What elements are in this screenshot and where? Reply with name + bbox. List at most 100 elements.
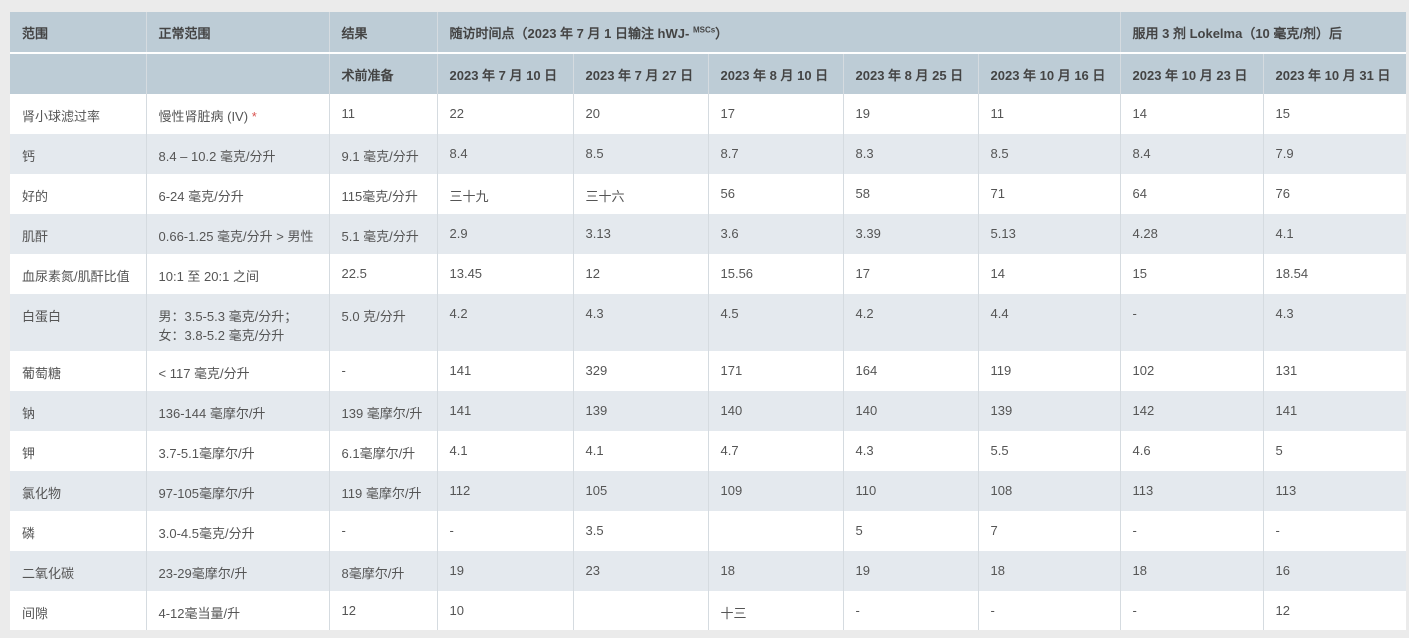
normal-range: 23-29毫摩尔/升 bbox=[146, 551, 330, 591]
value-cell: 141 bbox=[437, 351, 574, 391]
value-cell: 5 bbox=[1275, 443, 1283, 458]
value-cell: 4.5 bbox=[708, 294, 844, 351]
value-cell: 11 bbox=[978, 94, 1121, 134]
value-cell: 110 bbox=[843, 471, 979, 511]
value-cell: 3.6 bbox=[708, 214, 844, 254]
normal-range-text: 10:1 至 20:1 之间 bbox=[158, 269, 259, 284]
table-row: 肾小球滤过率 慢性肾脏病 (IV) * 11 22 20 17 19 11 14 15 bbox=[10, 94, 1406, 134]
value-cell: 10 bbox=[437, 591, 574, 630]
value-cell: 8毫摩尔/升 bbox=[329, 551, 438, 591]
value-cell: 4.7 bbox=[708, 431, 844, 471]
value-cell: 8.5 bbox=[978, 134, 1121, 174]
value-cell: 2.9 bbox=[437, 214, 574, 254]
value-cell: 4.3 bbox=[843, 431, 979, 471]
value-cell: 5.13 bbox=[978, 214, 1121, 254]
normal-range: 4-12毫当量/升 bbox=[146, 591, 330, 630]
table-row: 白蛋白 男：3.5-5.3 毫克/分升； 女：3.8-5.2 毫克/分升 5.0 克/… bbox=[10, 294, 1406, 351]
value-cell: 139 毫摩尔/升 bbox=[329, 391, 438, 431]
parameter-name: 肌酐 bbox=[10, 214, 147, 254]
value-cell: - bbox=[1120, 511, 1264, 551]
value-cell: 18 bbox=[708, 551, 844, 591]
value-cell: 8.3 bbox=[843, 134, 979, 174]
header-date: 2023 年 10 月 31 日 bbox=[1263, 53, 1406, 94]
followup-sup: MSCs bbox=[692, 25, 716, 35]
value-cell: 17 bbox=[708, 94, 844, 134]
value-cell: 十三 bbox=[708, 591, 844, 630]
value-cell: 5.1 毫克/分升 bbox=[329, 214, 438, 254]
value-cell: 22.5 bbox=[329, 254, 438, 294]
value-cell: 76 bbox=[1275, 186, 1290, 201]
header-date: 2023 年 7 月 10 日 bbox=[437, 53, 574, 94]
value-cell: 12 bbox=[329, 591, 438, 630]
value-cell: 8.7 bbox=[708, 134, 844, 174]
table-row: 二氧化碳 23-29毫摩尔/升 8毫摩尔/升 19 23 18 19 18 18 16 bbox=[10, 551, 1406, 591]
value-cell: 14 bbox=[978, 254, 1121, 294]
value-cell: 8.4 bbox=[1120, 134, 1264, 174]
value-cell: 19 bbox=[843, 94, 979, 134]
value-cell: 329 bbox=[573, 351, 709, 391]
value-cell: 19 bbox=[437, 551, 574, 591]
value-cell: 3.13 bbox=[573, 214, 709, 254]
followup-suffix: ） bbox=[715, 25, 729, 41]
parameter-name: 葡萄糖 bbox=[10, 351, 147, 391]
table-row: 葡萄糖 < 117 毫克/分升 -141 329 171 164 119 102 131 bbox=[10, 351, 1406, 391]
value-cell: 139 bbox=[978, 391, 1121, 431]
value-cell: 105 bbox=[573, 471, 709, 511]
lab-results-table: 范围 正常范围 结果 随访时间点（2023 年 7 月 1 日输注 hWJ- M… bbox=[10, 12, 1406, 630]
value-cell: 3.5 bbox=[573, 511, 709, 551]
header-row-1: 范围 正常范围 结果 随访时间点（2023 年 7 月 1 日输注 hWJ- M… bbox=[10, 12, 1406, 54]
value-cell: - bbox=[329, 511, 438, 551]
normal-range: 8.4 – 10.2 毫克/分升 bbox=[146, 134, 330, 174]
value-cell: 20 bbox=[573, 94, 709, 134]
normal-range-text: 136-144 毫摩尔/升 bbox=[158, 406, 266, 421]
lab-results-table-container: 范围 正常范围 结果 随访时间点（2023 年 7 月 1 日输注 hWJ- M… bbox=[10, 12, 1406, 630]
table-row: 氯化物 97-105毫摩尔/升 119 毫摩尔/升 112 105 109 110 108 11… bbox=[10, 471, 1406, 511]
value-cell: - bbox=[1120, 294, 1264, 351]
header-range: 范围 bbox=[10, 12, 147, 54]
value-cell: 15 bbox=[1120, 254, 1264, 294]
value-cell: 113 bbox=[1263, 471, 1406, 511]
normal-range-text: 3.7-5.1毫摩尔/升 bbox=[158, 446, 255, 461]
header-normal-range: 正常范围 bbox=[146, 12, 330, 54]
value-cell: 119 bbox=[978, 351, 1121, 391]
value-cell: 12 bbox=[1275, 603, 1290, 618]
value-cell: 131 bbox=[1275, 363, 1298, 378]
normal-range: 慢性肾脏病 (IV) * bbox=[146, 94, 330, 134]
normal-range: 136-144 毫摩尔/升 bbox=[146, 391, 330, 431]
normal-range-text: 3.0-4.5毫克/分升 bbox=[158, 526, 255, 541]
value-cell: 5 bbox=[843, 511, 979, 551]
parameter-name: 钙 bbox=[10, 134, 147, 174]
value-cell: 113 bbox=[1120, 471, 1264, 511]
value-cell: 164 bbox=[843, 351, 979, 391]
table-row: 好的 6-24 毫克/分升 115毫克/分升 三十九 三十六 56 58 71 64 76 bbox=[10, 174, 1406, 214]
value-cell: 16 bbox=[1263, 551, 1406, 591]
header-result: 结果 bbox=[329, 12, 438, 54]
header-preop: 术前准备 bbox=[329, 53, 438, 94]
value-cell: 6.1毫摩尔/升 bbox=[329, 431, 438, 471]
normal-range: 男：3.5-5.3 毫克/分升； 女：3.8-5.2 毫克/分升 bbox=[146, 294, 330, 351]
value-cell: 22 bbox=[437, 94, 574, 134]
value-cell: 3.39 bbox=[843, 214, 979, 254]
header-date: 2023 年 7 月 27 日 bbox=[573, 53, 709, 94]
parameter-name: 钠 bbox=[10, 391, 147, 431]
header-date: 2023 年 10 月 16 日 bbox=[978, 53, 1121, 94]
header-empty bbox=[146, 53, 330, 94]
normal-range-text-2: 女：3.8-5.2 毫克/分升 bbox=[158, 328, 285, 343]
value-cell: 18.54 bbox=[1275, 266, 1309, 281]
normal-range-text: 男：3.5-5.3 毫克/分升； bbox=[158, 309, 298, 324]
value-cell: 109 bbox=[708, 471, 844, 511]
value-cell: 119 毫摩尔/升 bbox=[329, 471, 438, 511]
value-cell: 115毫克/分升 bbox=[329, 174, 438, 214]
value-cell bbox=[573, 591, 709, 630]
table-row: 钙 8.4 – 10.2 毫克/分升 9.1 毫克/分升 8.4 8.5 8.7 8.3 8.… bbox=[10, 134, 1406, 174]
asterisk-note: * bbox=[251, 109, 257, 124]
value-cell: - bbox=[329, 351, 438, 391]
normal-range-text: 慢性肾脏病 (IV) bbox=[158, 109, 249, 124]
normal-range: 6-24 毫克/分升 bbox=[146, 174, 330, 214]
header-after-lokelma: 服用 3 剂 Lokelma（10 毫克/剂）后 bbox=[1120, 12, 1406, 54]
value-cell: 141 bbox=[437, 391, 574, 431]
value-cell: 8.4 bbox=[437, 134, 574, 174]
normal-range: 3.0-4.5毫克/分升 bbox=[146, 511, 330, 551]
value-cell: 15.56 bbox=[708, 254, 844, 294]
table-row: 肌酐 0.66-1.25 毫克/分升 > 男性 5.1 毫克/分升 2.9 3.13 3.… bbox=[10, 214, 1406, 254]
